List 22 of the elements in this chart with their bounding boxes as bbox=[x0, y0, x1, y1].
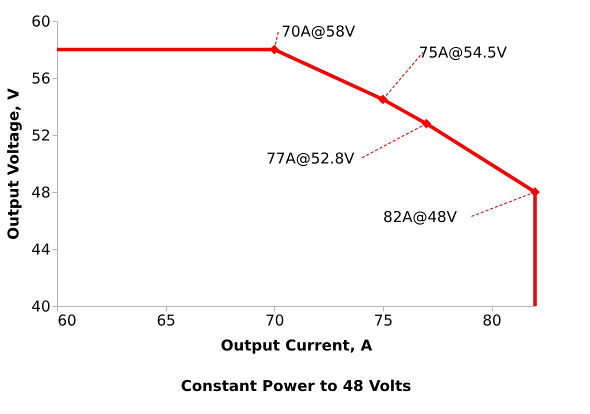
x-axis-title: Output Current, A bbox=[220, 336, 373, 354]
annotation: 75A@54.5V bbox=[418, 43, 508, 62]
y-tick-label: 40 bbox=[31, 298, 50, 316]
point bbox=[422, 118, 432, 128]
y-tick-label: 48 bbox=[31, 184, 50, 202]
point bbox=[378, 94, 388, 104]
y-axis-title: Output Voltage, V bbox=[4, 88, 22, 240]
point bbox=[530, 187, 540, 197]
annotation: 82A@48V bbox=[383, 208, 458, 226]
annotation: 70A@58V bbox=[281, 22, 356, 40]
y-tick-label: 56 bbox=[31, 70, 50, 88]
y-tick-label: 52 bbox=[31, 126, 50, 144]
x-tick-label: 75 bbox=[374, 312, 393, 330]
annotation: 77A@52.8V bbox=[266, 150, 356, 168]
point bbox=[270, 44, 280, 54]
y-tick-label: 44 bbox=[31, 240, 50, 258]
text: Constant Power to 48 Volts bbox=[180, 377, 412, 395]
x-tick-label: 65 bbox=[156, 312, 176, 330]
x-tick-label: 80 bbox=[482, 312, 502, 330]
x-tick-label: 60 bbox=[58, 312, 77, 330]
x-tick-label: 70 bbox=[265, 312, 284, 330]
y-tick-label: 60 bbox=[31, 12, 50, 30]
